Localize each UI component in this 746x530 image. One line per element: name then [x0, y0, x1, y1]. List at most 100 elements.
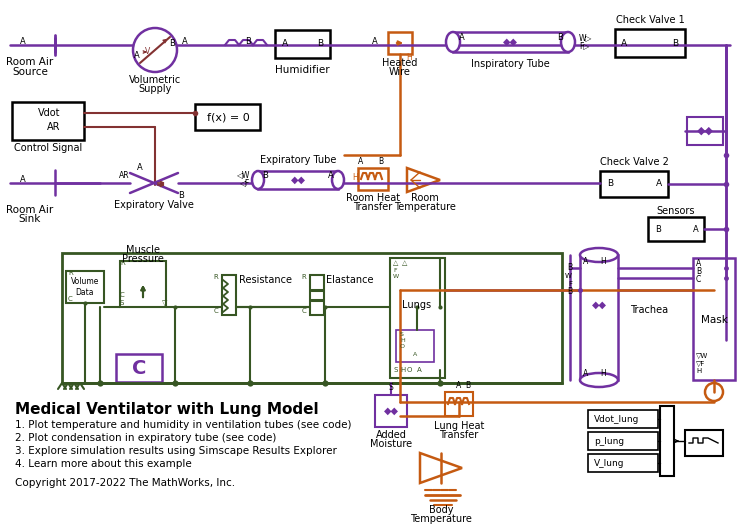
Text: B: B [317, 39, 323, 48]
Text: △: △ [402, 260, 407, 266]
Polygon shape [407, 168, 440, 192]
Text: A: A [372, 38, 378, 47]
Text: F: F [393, 268, 397, 272]
Text: C: C [213, 308, 218, 314]
Text: ▽W: ▽W [696, 352, 708, 358]
Text: Volumetric: Volumetric [129, 75, 181, 85]
Circle shape [705, 383, 723, 401]
Text: Muscle: Muscle [126, 245, 160, 255]
Ellipse shape [332, 171, 344, 189]
Bar [685, 430, 723, 456]
Text: A: A [459, 33, 465, 42]
Text: O: O [400, 344, 405, 349]
Bar [390, 258, 445, 378]
Text: A: A [457, 381, 462, 390]
Text: Volume
Data: Volume Data [71, 277, 99, 297]
Text: Temperature: Temperature [410, 514, 472, 524]
Text: B: B [567, 263, 572, 272]
Text: AR: AR [46, 122, 60, 132]
Text: ◁W: ◁W [236, 171, 250, 180]
Text: R: R [301, 274, 306, 280]
Bar [258, 171, 338, 189]
Text: AR: AR [119, 172, 130, 181]
Text: O: O [407, 367, 413, 373]
Text: ◆◆: ◆◆ [503, 37, 518, 47]
Text: R: R [68, 270, 73, 276]
Text: 2. Plot condensation in expiratory tube (see code): 2. Plot condensation in expiratory tube … [15, 433, 276, 443]
Text: V_lung: V_lung [594, 458, 624, 467]
Bar [600, 171, 668, 197]
Bar [580, 255, 618, 380]
Text: Control Signal: Control Signal [14, 143, 82, 153]
Text: A: A [621, 39, 627, 48]
Text: C: C [132, 358, 146, 377]
Text: B: B [655, 225, 661, 234]
Text: A: A [693, 225, 699, 234]
Text: Inspiratory Tube: Inspiratory Tube [471, 59, 549, 69]
Text: A: A [134, 51, 140, 60]
Text: C: C [68, 296, 73, 302]
Bar [687, 117, 723, 145]
Text: S: S [400, 332, 404, 338]
Text: Transfer: Transfer [439, 430, 479, 440]
Bar [12, 102, 84, 140]
Bar [375, 395, 407, 427]
Bar [388, 32, 412, 54]
Ellipse shape [580, 248, 618, 262]
Text: S: S [393, 367, 398, 373]
Text: Room Air: Room Air [7, 57, 54, 67]
Ellipse shape [252, 171, 264, 189]
Text: Medical Ventilator with Lung Model: Medical Ventilator with Lung Model [15, 402, 319, 417]
Text: A: A [328, 172, 334, 181]
Text: ◆◆: ◆◆ [592, 300, 606, 310]
Text: A: A [282, 39, 288, 48]
Text: B: B [245, 38, 251, 47]
Text: A: A [137, 163, 143, 172]
Text: W▷: W▷ [579, 33, 592, 42]
Text: 4. Learn more about this example: 4. Learn more about this example [15, 459, 192, 469]
Text: H: H [400, 367, 405, 373]
Text: Resistance: Resistance [239, 275, 292, 285]
Bar [453, 32, 568, 52]
Bar [588, 432, 658, 450]
Text: H: H [600, 368, 606, 377]
Text: ◆◆: ◆◆ [697, 126, 713, 136]
Text: Expiratory Valve: Expiratory Valve [114, 200, 194, 210]
Bar [358, 168, 388, 190]
Text: ▽: ▽ [163, 300, 168, 306]
Text: Temperature: Temperature [394, 202, 456, 212]
Text: S: S [120, 300, 125, 306]
Text: V: V [145, 48, 151, 57]
Bar [615, 29, 685, 57]
Text: ◆◆: ◆◆ [290, 175, 306, 185]
Text: B: B [567, 287, 572, 296]
Text: C: C [301, 308, 306, 314]
Text: A: A [417, 367, 421, 373]
Text: F▷: F▷ [579, 41, 589, 50]
Text: Transfer: Transfer [354, 202, 392, 212]
Text: W: W [393, 275, 399, 279]
Text: A: A [358, 157, 363, 166]
Text: Added: Added [375, 430, 407, 440]
Text: H: H [600, 258, 606, 267]
Text: Check Valve 1: Check Valve 1 [615, 15, 684, 25]
Ellipse shape [561, 32, 575, 52]
Text: A: A [583, 368, 589, 377]
Text: C: C [696, 276, 701, 285]
Bar [120, 261, 166, 307]
Text: p_lung: p_lung [594, 437, 624, 446]
Text: Heated: Heated [382, 58, 418, 68]
Bar [445, 392, 473, 416]
Text: A: A [583, 258, 589, 267]
Text: Body: Body [429, 505, 454, 515]
Bar [588, 454, 658, 472]
Text: 3. Explore simulation results using Simscape Results Explorer: 3. Explore simulation results using Sims… [15, 446, 337, 456]
Bar [222, 275, 236, 315]
Bar [62, 253, 562, 383]
Text: H: H [352, 173, 358, 182]
Text: Elastance: Elastance [326, 275, 374, 285]
Text: Room: Room [411, 193, 439, 203]
Text: Room Air: Room Air [7, 205, 54, 215]
Ellipse shape [580, 373, 618, 387]
Text: 1. Plot temperature and humidity in ventilation tubes (see code): 1. Plot temperature and humidity in vent… [15, 420, 351, 430]
